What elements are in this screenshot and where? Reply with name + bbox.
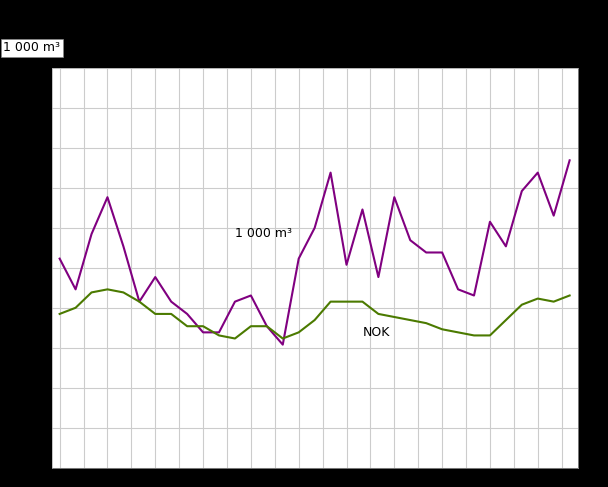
Text: 1 000 m³: 1 000 m³ — [235, 227, 292, 240]
Text: 1 000 m³: 1 000 m³ — [3, 41, 60, 55]
Text: NOK: NOK — [362, 326, 390, 339]
